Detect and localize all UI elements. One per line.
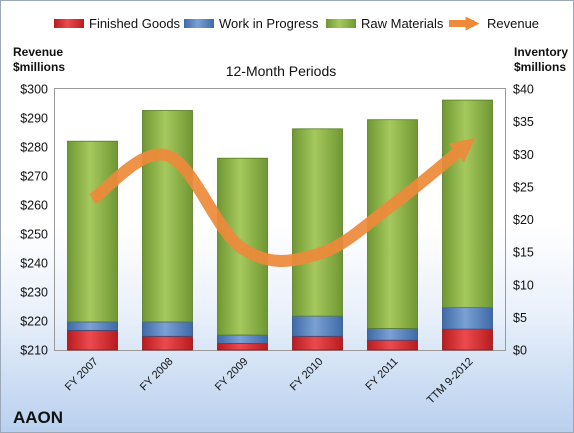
right-tick-30: $30 — [513, 148, 534, 162]
legend: Finished Goods Work in Progress Raw Mate… — [54, 16, 539, 31]
bar-finished-goods-ttm-9-2012 — [442, 328, 493, 351]
bar-finished-goods-fy-2011 — [367, 339, 418, 351]
left-tick-230: $230 — [20, 286, 48, 300]
left-tick-300: $300 — [20, 83, 48, 97]
chart-subtitle: 12-Month Periods — [226, 63, 337, 79]
category-label-fy-2010: FY 2010 — [288, 356, 326, 394]
left-tick-220: $220 — [20, 315, 48, 329]
left-tick-260: $260 — [20, 199, 48, 213]
category-label-fy-2007: FY 2007 — [63, 356, 101, 394]
left-tick-250: $250 — [20, 228, 48, 242]
bar-work-in-progress-fy-2011 — [367, 328, 418, 341]
right-axis-ticks: $0 $5 $10 $15 $20 $25 $30 $35 $40 — [513, 83, 534, 358]
left-axis-ticks: $210 $220 $230 $240 $250 $260 $270 $280 $290 $300 — [20, 83, 48, 358]
category-label-fy-2008: FY 2008 — [138, 356, 176, 394]
bar-work-in-progress-fy-2010 — [292, 315, 343, 337]
legend-swatch-finished-goods — [54, 19, 84, 28]
legend-label-work-in-progress: Work in Progress — [219, 16, 319, 31]
legend-label-raw-materials: Raw Materials — [361, 16, 444, 31]
bar-work-in-progress-fy-2008 — [142, 321, 193, 337]
right-axis-title-line2: $millions — [514, 60, 566, 74]
bar-finished-goods-fy-2010 — [292, 335, 343, 351]
right-tick-0: $0 — [513, 344, 527, 358]
bar-raw-materials-fy-2008 — [142, 110, 193, 323]
bar-finished-goods-fy-2008 — [142, 335, 193, 351]
category-label-fy-2009: FY 2009 — [213, 356, 251, 394]
right-axis-title-line1: Inventory — [514, 45, 568, 59]
bar-work-in-progress-fy-2009 — [217, 334, 268, 344]
legend-label-revenue: Revenue — [487, 16, 539, 31]
bar-raw-materials-fy-2010 — [292, 128, 343, 317]
right-tick-20: $20 — [513, 213, 534, 227]
bar-finished-goods-fy-2007 — [67, 329, 118, 351]
bar-work-in-progress-fy-2007 — [67, 321, 118, 331]
category-labels: FY 2007 FY 2008 FY 2009 FY 2010 FY 2011 TTM 9… — [63, 356, 476, 407]
plot-area-border — [54, 88, 506, 351]
bar-work-in-progress-ttm-9-2012 — [442, 307, 493, 330]
left-tick-210: $210 — [20, 344, 48, 358]
left-tick-240: $240 — [20, 257, 48, 271]
bars-group — [67, 99, 493, 351]
left-tick-280: $280 — [20, 141, 48, 155]
bar-raw-materials-ttm-9-2012 — [442, 99, 493, 308]
left-axis-title-line2: $millions — [13, 60, 65, 74]
revenue-line — [89, 138, 475, 267]
legend-label-finished-goods: Finished Goods — [89, 16, 181, 31]
legend-swatch-raw-materials — [326, 19, 356, 28]
legend-swatch-work-in-progress — [184, 19, 214, 28]
right-tick-25: $25 — [513, 180, 534, 194]
company-name: AAON — [13, 408, 63, 427]
left-tick-270: $270 — [20, 170, 48, 184]
revenue-line-group — [89, 138, 475, 267]
category-label-fy-2011: FY 2011 — [363, 356, 400, 393]
left-tick-290: $290 — [20, 112, 48, 126]
right-tick-10: $10 — [513, 278, 534, 292]
right-tick-15: $15 — [513, 246, 534, 260]
category-label-ttm-9-2012: TTM 9-2012 — [425, 356, 476, 407]
right-tick-5: $5 — [513, 311, 527, 325]
bar-finished-goods-fy-2009 — [217, 343, 268, 351]
left-axis-title-line1: Revenue — [13, 45, 63, 59]
right-tick-40: $40 — [513, 83, 534, 97]
bar-raw-materials-fy-2007 — [67, 140, 118, 323]
right-tick-35: $35 — [513, 115, 534, 129]
